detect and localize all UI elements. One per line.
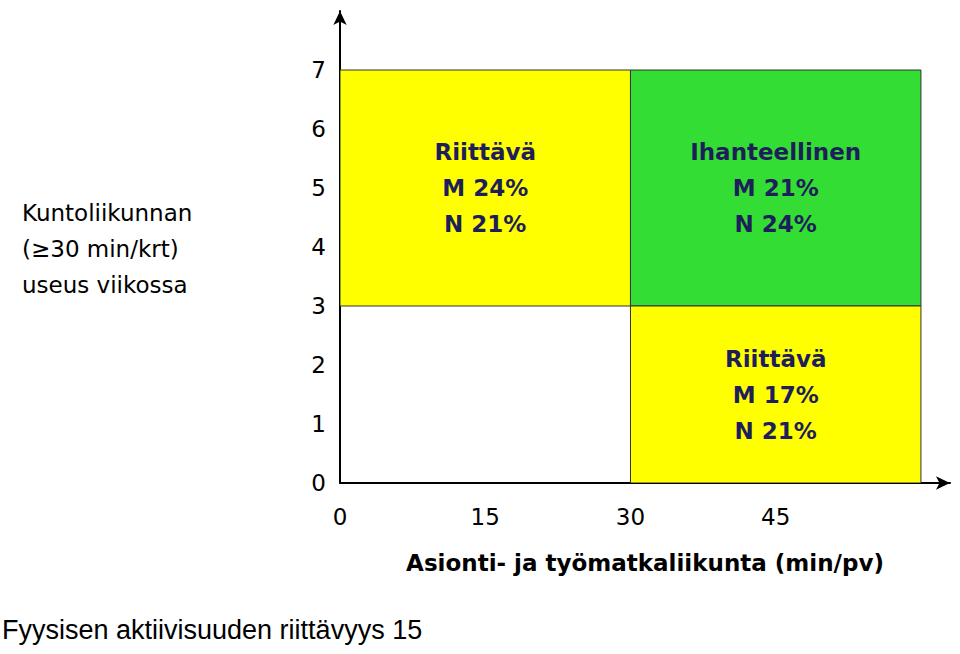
svg-text:Asionti- ja työmatkaliikunta (: Asionti- ja työmatkaliikunta (min/pv) bbox=[406, 550, 884, 576]
svg-text:2: 2 bbox=[311, 352, 326, 378]
svg-text:(≥30 min/krt): (≥30 min/krt) bbox=[22, 236, 179, 262]
svg-text:6: 6 bbox=[311, 116, 326, 142]
svg-text:useus viikossa: useus viikossa bbox=[22, 272, 188, 298]
svg-text:Kuntoliikunnan: Kuntoliikunnan bbox=[22, 200, 192, 226]
svg-text:Riittävä: Riittävä bbox=[725, 346, 827, 372]
svg-text:7: 7 bbox=[311, 57, 326, 83]
svg-text:45: 45 bbox=[761, 504, 790, 530]
svg-text:3: 3 bbox=[311, 293, 326, 319]
svg-text:M 17%: M 17% bbox=[733, 382, 819, 408]
svg-text:Ihanteellinen: Ihanteellinen bbox=[690, 139, 861, 165]
svg-text:0: 0 bbox=[311, 470, 326, 496]
svg-text:4: 4 bbox=[311, 234, 326, 260]
svg-text:0: 0 bbox=[333, 504, 348, 530]
svg-text:N 24%: N 24% bbox=[735, 211, 817, 237]
svg-text:15: 15 bbox=[471, 504, 500, 530]
svg-text:M 24%: M 24% bbox=[442, 175, 528, 201]
svg-text:N 21%: N 21% bbox=[444, 211, 526, 237]
svg-text:Fyysisen aktiivisuuden riittäv: Fyysisen aktiivisuuden riittävyys 15 bbox=[2, 615, 422, 645]
svg-text:1: 1 bbox=[311, 411, 326, 437]
svg-text:5: 5 bbox=[311, 175, 326, 201]
svg-text:M 21%: M 21% bbox=[733, 175, 819, 201]
svg-text:30: 30 bbox=[616, 504, 645, 530]
svg-text:Riittävä: Riittävä bbox=[434, 139, 536, 165]
svg-text:N 21%: N 21% bbox=[735, 418, 817, 444]
